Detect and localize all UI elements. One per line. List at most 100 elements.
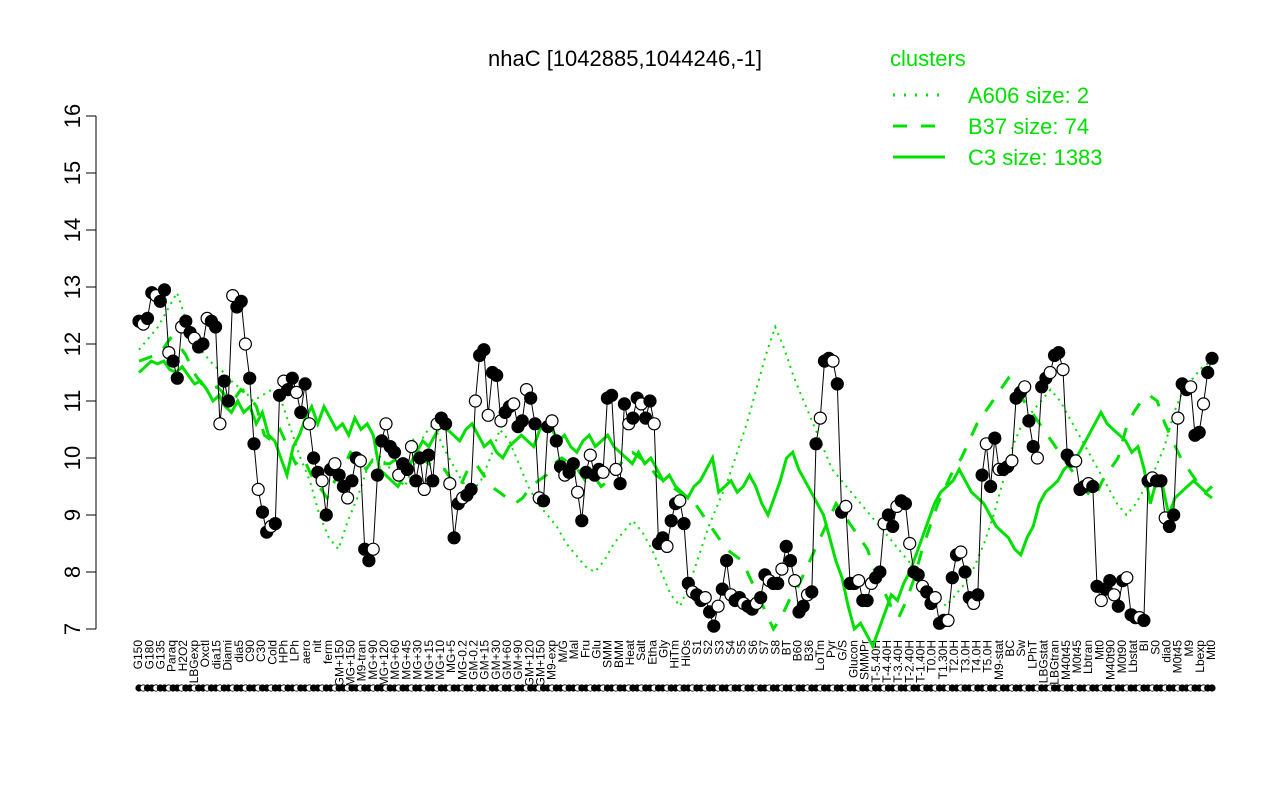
data-point	[209, 320, 223, 334]
x-tick-label: LBGstat	[1037, 639, 1051, 683]
data-point	[477, 343, 491, 357]
data-point	[1005, 454, 1019, 468]
data-point	[1094, 593, 1108, 608]
x-tick-label: Lbtran	[1081, 640, 1095, 674]
data-point	[345, 474, 359, 488]
data-point	[1192, 425, 1206, 439]
data-point	[1171, 411, 1185, 425]
x-tick-label: T2.0H	[947, 640, 961, 673]
data-point	[528, 417, 542, 431]
data-point	[536, 494, 551, 508]
data-point	[1184, 380, 1198, 394]
data-point	[285, 371, 299, 385]
x-tick-label: Etha	[645, 640, 659, 665]
data-point	[881, 508, 896, 522]
data-point	[779, 539, 793, 554]
y-tick-label: 14	[60, 218, 85, 242]
data-point	[179, 314, 193, 328]
x-tick-label: S4	[724, 640, 738, 655]
data-point	[251, 482, 265, 496]
data-point	[221, 394, 235, 408]
data-point	[830, 377, 844, 391]
data-point	[617, 397, 632, 411]
data-point	[490, 368, 504, 382]
x-tick-label: Oxctl	[198, 640, 212, 667]
x-tick-label: LoTm	[813, 640, 827, 671]
data-point	[604, 388, 619, 402]
data-point	[400, 462, 414, 476]
y-tick-label: 9	[60, 509, 85, 521]
y-tick-label: 16	[60, 104, 85, 128]
data-point	[379, 417, 393, 431]
x-tick-label: GM+150	[332, 640, 346, 687]
x-tick-label: nit	[310, 639, 324, 652]
data-point	[328, 457, 342, 471]
data-point	[140, 311, 155, 325]
x-tick-label: Glucon	[847, 640, 861, 678]
data-point	[873, 565, 887, 579]
x-tick-label: M0t45	[1070, 640, 1084, 674]
x-tick-label: MG+90	[366, 640, 380, 680]
data-point	[243, 371, 257, 385]
data-point	[707, 619, 721, 633]
legend: clusters A606 size: 2 B37 size: 74 C3 si…	[890, 46, 1103, 170]
data-point	[1111, 599, 1125, 613]
x-tick-label: S6	[746, 640, 760, 655]
x-tick-label: S8	[768, 640, 782, 655]
x-tick-label: GM+90	[511, 640, 525, 680]
data-point	[566, 457, 580, 471]
x-tick-label: Diami	[221, 640, 235, 671]
data-point	[898, 497, 913, 511]
y-axis: 7 8 9 10 11 12 13 14 15 16	[60, 104, 97, 635]
data-point	[409, 474, 423, 488]
rug-point	[1208, 684, 1216, 692]
data-point	[319, 508, 333, 522]
y-tick-label: 7	[60, 623, 85, 635]
data-point	[341, 491, 355, 505]
x-tick-label: T-2.40H	[902, 640, 916, 683]
data-point	[298, 377, 312, 391]
x-tick-label: S0	[1148, 640, 1162, 655]
x-tick-label: SMMPr	[858, 640, 872, 680]
x-tick-label: Lbexp	[1193, 640, 1207, 673]
cluster-line-dashed	[138, 336, 1213, 633]
data-point	[609, 462, 623, 476]
data-point	[362, 553, 376, 568]
data-point	[507, 397, 521, 411]
data-point	[911, 568, 925, 582]
x-tick-label: T4.0H	[969, 640, 983, 673]
data-point	[468, 394, 482, 408]
data-point	[307, 451, 321, 465]
data-point	[549, 434, 563, 448]
x-tick-label: T-4.40H	[880, 640, 894, 683]
data-point	[839, 499, 853, 513]
data-point	[268, 516, 282, 531]
legend-entry-a606: A606 size: 2	[968, 83, 1089, 108]
data-point	[1043, 365, 1057, 380]
data-point	[886, 519, 900, 534]
data-point	[954, 545, 968, 559]
x-tick-label: LBGtran	[1048, 640, 1062, 685]
data-point	[673, 494, 687, 508]
x-tick-label: M40t45	[1059, 640, 1073, 680]
y-tick-label: 15	[60, 161, 85, 185]
x-tick-label: T-1.40H	[914, 640, 928, 683]
data-point	[515, 414, 529, 428]
data-point	[153, 294, 167, 308]
rug-marks	[135, 684, 1216, 692]
data-point	[643, 394, 657, 408]
x-tick-label: dia5	[232, 640, 246, 663]
data-point	[196, 337, 210, 351]
data-point	[928, 590, 942, 605]
data-point	[234, 294, 248, 308]
x-tick-label: Sw	[1014, 640, 1028, 657]
data-point	[1162, 519, 1177, 534]
x-tick-label: MG+120	[377, 640, 391, 687]
data-point	[302, 417, 316, 431]
data-point	[238, 337, 252, 351]
data-point	[754, 590, 768, 605]
x-tick-label: M/G	[556, 640, 570, 663]
x-tick-label: MG+15	[422, 640, 436, 680]
x-tick-label: T-3.40H	[891, 640, 905, 683]
data-point	[524, 391, 538, 405]
